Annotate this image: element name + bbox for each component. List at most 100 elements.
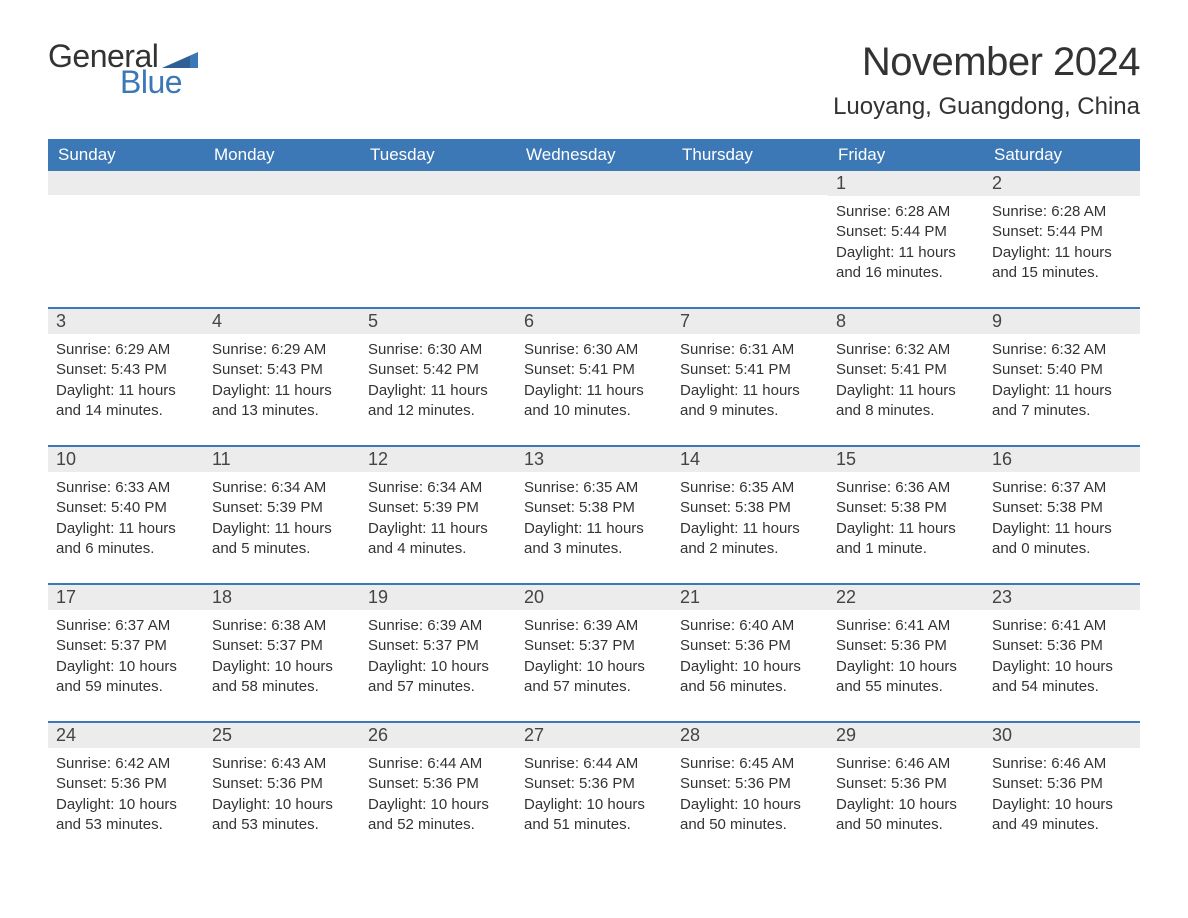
sunrise-text: Sunrise: 6:30 AM bbox=[368, 340, 508, 360]
day-number: 21 bbox=[672, 585, 828, 610]
daylight-text: Daylight: 11 hours and 9 minutes. bbox=[680, 381, 820, 422]
calendar-day-cell: 4Sunrise: 6:29 AMSunset: 5:43 PMDaylight… bbox=[204, 309, 360, 425]
day-number: 30 bbox=[984, 723, 1140, 748]
day-number: 27 bbox=[516, 723, 672, 748]
daylight-text: Daylight: 10 hours and 53 minutes. bbox=[212, 795, 352, 836]
day-number: 16 bbox=[984, 447, 1140, 472]
calendar-day-cell: 12Sunrise: 6:34 AMSunset: 5:39 PMDayligh… bbox=[360, 447, 516, 563]
daylight-text: Daylight: 11 hours and 10 minutes. bbox=[524, 381, 664, 422]
calendar-day-cell: 25Sunrise: 6:43 AMSunset: 5:36 PMDayligh… bbox=[204, 723, 360, 839]
sunset-text: Sunset: 5:38 PM bbox=[836, 498, 976, 518]
day-content: Sunrise: 6:34 AMSunset: 5:39 PMDaylight:… bbox=[360, 472, 516, 563]
title-block: November 2024 Luoyang, Guangdong, China bbox=[833, 40, 1140, 121]
calendar-day-cell bbox=[516, 171, 672, 287]
calendar-week-row: 17Sunrise: 6:37 AMSunset: 5:37 PMDayligh… bbox=[48, 583, 1140, 701]
day-content: Sunrise: 6:31 AMSunset: 5:41 PMDaylight:… bbox=[672, 334, 828, 425]
day-content: Sunrise: 6:30 AMSunset: 5:41 PMDaylight:… bbox=[516, 334, 672, 425]
day-content: Sunrise: 6:44 AMSunset: 5:36 PMDaylight:… bbox=[360, 748, 516, 839]
sunrise-text: Sunrise: 6:29 AM bbox=[212, 340, 352, 360]
day-number: 11 bbox=[204, 447, 360, 472]
page-header: General Blue November 2024 Luoyang, Guan… bbox=[48, 40, 1140, 121]
day-number: 7 bbox=[672, 309, 828, 334]
day-content: Sunrise: 6:29 AMSunset: 5:43 PMDaylight:… bbox=[204, 334, 360, 425]
daylight-text: Daylight: 11 hours and 0 minutes. bbox=[992, 519, 1132, 560]
daylight-text: Daylight: 11 hours and 16 minutes. bbox=[836, 243, 976, 284]
sunrise-text: Sunrise: 6:29 AM bbox=[56, 340, 196, 360]
day-content: Sunrise: 6:39 AMSunset: 5:37 PMDaylight:… bbox=[360, 610, 516, 701]
sunset-text: Sunset: 5:38 PM bbox=[680, 498, 820, 518]
sunset-text: Sunset: 5:37 PM bbox=[368, 636, 508, 656]
day-content: Sunrise: 6:43 AMSunset: 5:36 PMDaylight:… bbox=[204, 748, 360, 839]
location-subtitle: Luoyang, Guangdong, China bbox=[833, 93, 1140, 121]
day-number: 4 bbox=[204, 309, 360, 334]
sunset-text: Sunset: 5:39 PM bbox=[212, 498, 352, 518]
sunrise-text: Sunrise: 6:41 AM bbox=[992, 616, 1132, 636]
calendar-day-cell: 26Sunrise: 6:44 AMSunset: 5:36 PMDayligh… bbox=[360, 723, 516, 839]
day-number: 14 bbox=[672, 447, 828, 472]
daylight-text: Daylight: 10 hours and 58 minutes. bbox=[212, 657, 352, 698]
calendar-week-row: 10Sunrise: 6:33 AMSunset: 5:40 PMDayligh… bbox=[48, 445, 1140, 563]
day-number: 1 bbox=[828, 171, 984, 196]
day-number: 19 bbox=[360, 585, 516, 610]
sunset-text: Sunset: 5:43 PM bbox=[212, 360, 352, 380]
day-number: 17 bbox=[48, 585, 204, 610]
day-number: 18 bbox=[204, 585, 360, 610]
sunset-text: Sunset: 5:37 PM bbox=[56, 636, 196, 656]
calendar-day-cell: 11Sunrise: 6:34 AMSunset: 5:39 PMDayligh… bbox=[204, 447, 360, 563]
daylight-text: Daylight: 10 hours and 55 minutes. bbox=[836, 657, 976, 698]
calendar-day-cell: 28Sunrise: 6:45 AMSunset: 5:36 PMDayligh… bbox=[672, 723, 828, 839]
sunset-text: Sunset: 5:36 PM bbox=[992, 636, 1132, 656]
calendar-week-row: 1Sunrise: 6:28 AMSunset: 5:44 PMDaylight… bbox=[48, 171, 1140, 287]
day-content: Sunrise: 6:45 AMSunset: 5:36 PMDaylight:… bbox=[672, 748, 828, 839]
calendar-day-cell: 27Sunrise: 6:44 AMSunset: 5:36 PMDayligh… bbox=[516, 723, 672, 839]
sunrise-text: Sunrise: 6:37 AM bbox=[56, 616, 196, 636]
day-number: 10 bbox=[48, 447, 204, 472]
day-number bbox=[516, 171, 672, 195]
daylight-text: Daylight: 11 hours and 1 minute. bbox=[836, 519, 976, 560]
sunset-text: Sunset: 5:36 PM bbox=[368, 774, 508, 794]
day-number: 5 bbox=[360, 309, 516, 334]
day-number bbox=[204, 171, 360, 195]
calendar-day-cell: 1Sunrise: 6:28 AMSunset: 5:44 PMDaylight… bbox=[828, 171, 984, 287]
day-content: Sunrise: 6:28 AMSunset: 5:44 PMDaylight:… bbox=[828, 196, 984, 287]
sunset-text: Sunset: 5:36 PM bbox=[212, 774, 352, 794]
day-number: 6 bbox=[516, 309, 672, 334]
day-content: Sunrise: 6:29 AMSunset: 5:43 PMDaylight:… bbox=[48, 334, 204, 425]
daylight-text: Daylight: 10 hours and 57 minutes. bbox=[368, 657, 508, 698]
sunset-text: Sunset: 5:36 PM bbox=[992, 774, 1132, 794]
day-number: 24 bbox=[48, 723, 204, 748]
day-content: Sunrise: 6:46 AMSunset: 5:36 PMDaylight:… bbox=[828, 748, 984, 839]
day-number: 12 bbox=[360, 447, 516, 472]
calendar-header-cell: Saturday bbox=[984, 139, 1140, 171]
logo-text-blue: Blue bbox=[120, 66, 198, 98]
day-number: 23 bbox=[984, 585, 1140, 610]
month-title: November 2024 bbox=[833, 40, 1140, 85]
calendar-week-row: 24Sunrise: 6:42 AMSunset: 5:36 PMDayligh… bbox=[48, 721, 1140, 839]
sunset-text: Sunset: 5:37 PM bbox=[212, 636, 352, 656]
sunset-text: Sunset: 5:44 PM bbox=[836, 222, 976, 242]
day-content: Sunrise: 6:32 AMSunset: 5:41 PMDaylight:… bbox=[828, 334, 984, 425]
daylight-text: Daylight: 11 hours and 8 minutes. bbox=[836, 381, 976, 422]
sunrise-text: Sunrise: 6:31 AM bbox=[680, 340, 820, 360]
calendar-header-cell: Tuesday bbox=[360, 139, 516, 171]
daylight-text: Daylight: 10 hours and 56 minutes. bbox=[680, 657, 820, 698]
daylight-text: Daylight: 10 hours and 51 minutes. bbox=[524, 795, 664, 836]
sunrise-text: Sunrise: 6:30 AM bbox=[524, 340, 664, 360]
day-content: Sunrise: 6:41 AMSunset: 5:36 PMDaylight:… bbox=[984, 610, 1140, 701]
day-number: 22 bbox=[828, 585, 984, 610]
sunset-text: Sunset: 5:36 PM bbox=[836, 774, 976, 794]
calendar-header-cell: Wednesday bbox=[516, 139, 672, 171]
sunrise-text: Sunrise: 6:43 AM bbox=[212, 754, 352, 774]
daylight-text: Daylight: 11 hours and 14 minutes. bbox=[56, 381, 196, 422]
day-content: Sunrise: 6:38 AMSunset: 5:37 PMDaylight:… bbox=[204, 610, 360, 701]
calendar-day-cell: 18Sunrise: 6:38 AMSunset: 5:37 PMDayligh… bbox=[204, 585, 360, 701]
day-content: Sunrise: 6:46 AMSunset: 5:36 PMDaylight:… bbox=[984, 748, 1140, 839]
sunset-text: Sunset: 5:41 PM bbox=[524, 360, 664, 380]
sunrise-text: Sunrise: 6:35 AM bbox=[680, 478, 820, 498]
sunrise-text: Sunrise: 6:28 AM bbox=[836, 202, 976, 222]
calendar-day-cell: 7Sunrise: 6:31 AMSunset: 5:41 PMDaylight… bbox=[672, 309, 828, 425]
sunrise-text: Sunrise: 6:40 AM bbox=[680, 616, 820, 636]
calendar-day-cell: 9Sunrise: 6:32 AMSunset: 5:40 PMDaylight… bbox=[984, 309, 1140, 425]
sunset-text: Sunset: 5:36 PM bbox=[680, 636, 820, 656]
calendar-day-cell: 6Sunrise: 6:30 AMSunset: 5:41 PMDaylight… bbox=[516, 309, 672, 425]
